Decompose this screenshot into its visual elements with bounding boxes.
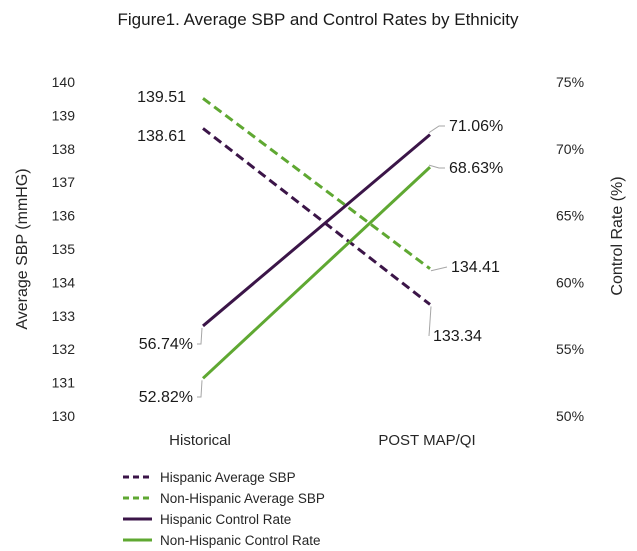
legend-entry-label: Hispanic Control Rate <box>160 512 291 527</box>
chart-title: Figure1. Average SBP and Control Rates b… <box>118 10 519 29</box>
series-line <box>202 127 431 306</box>
legend: Hispanic Average SBP Non-Hispanic Average… <box>123 470 325 548</box>
data-label: 68.63% <box>449 160 503 177</box>
data-label: 71.06% <box>449 118 503 135</box>
category-label: POST MAP/QI <box>378 432 475 449</box>
right-tick-label: 60% <box>556 274 584 290</box>
left-tick-label: 136 <box>52 208 76 224</box>
label-leader-line <box>197 327 203 345</box>
right-tick-label: 75% <box>556 74 584 90</box>
left-tick-label: 140 <box>52 74 76 90</box>
left-tick-label: 138 <box>52 141 76 157</box>
legend-entry-label: Hispanic Average SBP <box>160 470 296 485</box>
label-leader-line <box>197 380 203 398</box>
data-label: 139.51 <box>137 89 186 106</box>
right-tick-label: 65% <box>556 208 584 224</box>
left-tick-label: 131 <box>52 375 76 391</box>
right-tick-label: 70% <box>556 141 584 157</box>
right-tick-label: 50% <box>556 408 584 424</box>
legend-entry-label: Non-Hispanic Average SBP <box>160 491 325 506</box>
left-axis-title: Average SBP (mmHG) <box>14 168 31 329</box>
left-tick-label: 134 <box>52 274 76 290</box>
left-tick-label: 135 <box>52 241 76 257</box>
legend-entry-label: Non-Hispanic Control Rate <box>160 533 321 548</box>
left-tick-label: 133 <box>52 308 76 324</box>
data-labels: 138.61 133.34 139.51 134.41 56.74% 71.06% 52.8… <box>137 89 503 406</box>
left-axis-ticks: 130 131 132 133 134 135 136 137 138 139 140 <box>52 74 76 424</box>
right-axis-ticks: 50% 55% 60% 65% 70% 75% <box>556 74 584 424</box>
left-tick-label: 139 <box>52 107 76 123</box>
series-line <box>202 133 431 328</box>
data-label: 138.61 <box>137 128 186 145</box>
right-axis-title: Control Rate (%) <box>609 176 626 295</box>
category-label: Historical <box>169 432 231 449</box>
left-tick-label: 130 <box>52 408 76 424</box>
left-tick-label: 137 <box>52 174 76 190</box>
series-line <box>201 166 432 380</box>
right-tick-label: 55% <box>556 341 584 357</box>
data-label: 52.82% <box>139 389 193 406</box>
series-lines <box>201 97 432 380</box>
series-line <box>202 97 431 270</box>
label-leader-line <box>428 125 445 134</box>
x-axis-categories: Historical POST MAP/QI <box>169 432 475 449</box>
data-label: 133.34 <box>433 328 482 345</box>
data-label: 56.74% <box>139 336 193 353</box>
label-leader-line <box>428 164 445 169</box>
left-tick-label: 132 <box>52 341 76 357</box>
label-leader-line <box>428 306 432 337</box>
data-label: 134.41 <box>451 259 500 276</box>
label-leader-line <box>430 266 448 272</box>
